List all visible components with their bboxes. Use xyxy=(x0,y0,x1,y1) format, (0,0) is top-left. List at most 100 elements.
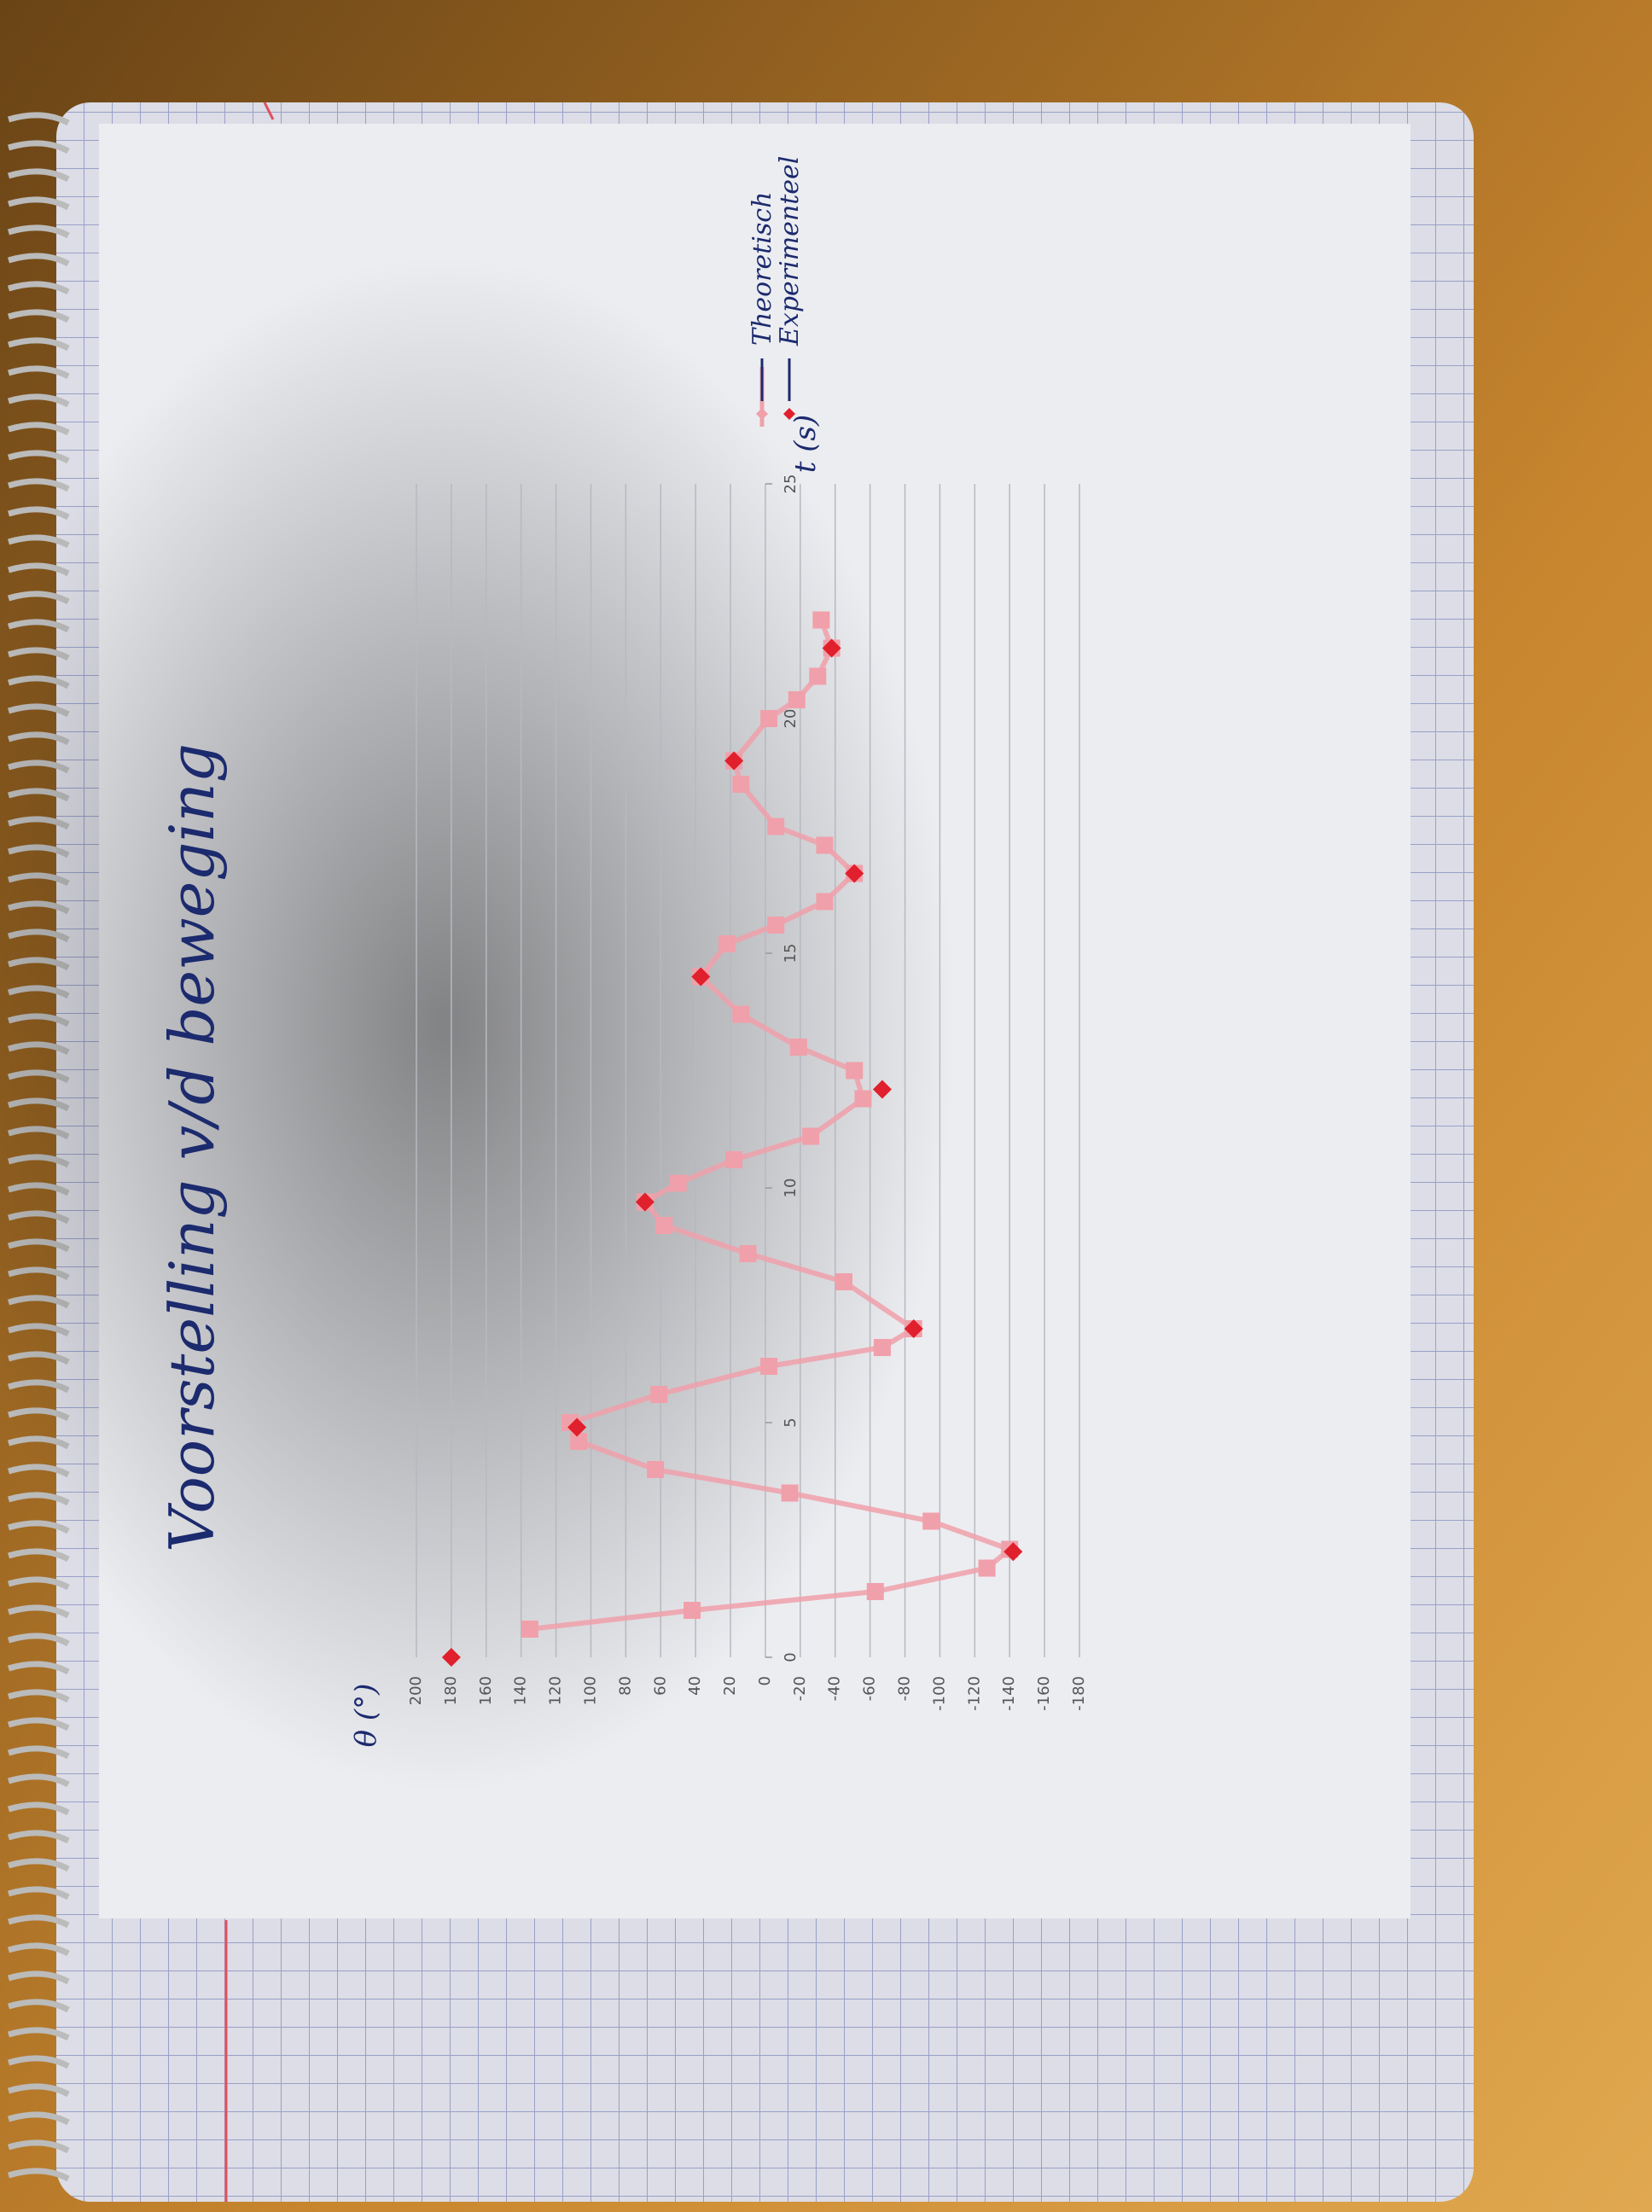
point xyxy=(441,1648,461,1667)
legend-label: Experimenteel xyxy=(775,156,805,346)
spiral-ring xyxy=(7,1689,70,1703)
point xyxy=(635,1192,654,1212)
point xyxy=(521,1621,538,1638)
x-tick-label: 5 xyxy=(782,1417,800,1427)
point xyxy=(845,864,864,883)
x-tick-label: 10 xyxy=(782,1179,800,1198)
spiral-ring xyxy=(7,1548,70,1563)
point xyxy=(725,1151,743,1168)
spiral-ring xyxy=(7,140,70,154)
spiral-ring xyxy=(7,1773,70,1788)
y-tick-label: 120 xyxy=(547,1676,565,1705)
point xyxy=(922,1512,940,1530)
y-tick-label: -20 xyxy=(791,1676,809,1701)
spiral-ring xyxy=(7,1802,70,1816)
spiral-ring xyxy=(7,1661,70,1675)
spiral-ring xyxy=(7,1830,70,1844)
point xyxy=(669,1174,687,1192)
spiral-ring xyxy=(7,1970,70,1985)
point xyxy=(788,691,806,708)
point xyxy=(816,893,834,911)
spiral-ring xyxy=(7,1999,70,2013)
point xyxy=(835,1273,852,1290)
point xyxy=(904,1319,923,1338)
spiral-ring xyxy=(7,2168,70,2182)
point xyxy=(789,1039,807,1056)
legend-label: Theoretisch xyxy=(747,192,777,346)
spiral-ring xyxy=(7,1942,70,1957)
y-tick-label: 180 xyxy=(442,1676,460,1705)
spiral-ring xyxy=(7,450,70,464)
spiral-ring xyxy=(7,1745,70,1760)
point xyxy=(732,1005,750,1023)
x-tick-label: 0 xyxy=(782,1652,800,1662)
point xyxy=(809,667,827,685)
point xyxy=(739,1245,757,1262)
point xyxy=(767,818,785,835)
point xyxy=(732,776,750,793)
chart: 200 180 160 140 120 100 80 60 40 20 0 -20 -40 -60 -80-… xyxy=(407,156,1088,1711)
spiral-ring xyxy=(7,1633,70,1647)
spiral-ring xyxy=(7,2139,70,2154)
point xyxy=(866,1583,884,1600)
spiral-ring xyxy=(7,112,70,126)
y-tick-label: 0 xyxy=(756,1676,774,1685)
point xyxy=(647,1461,665,1478)
y-tick-label: 160 xyxy=(477,1676,495,1705)
y-tick-label: 80 xyxy=(616,1676,634,1696)
spiral-ring xyxy=(7,393,70,408)
point xyxy=(1003,1542,1023,1562)
margin-mark xyxy=(263,102,275,120)
point xyxy=(846,1062,864,1080)
point xyxy=(767,917,785,934)
spiral-ring xyxy=(7,365,70,380)
y-axis-label: θ (°) xyxy=(349,1684,383,1748)
point xyxy=(816,836,834,854)
point xyxy=(718,935,736,952)
y-tick-label: -180 xyxy=(1070,1676,1088,1711)
spiral-ring xyxy=(7,1914,70,1929)
spiral-ring xyxy=(7,422,70,436)
spiral-ring xyxy=(7,1576,70,1591)
point xyxy=(691,967,711,987)
point xyxy=(873,1339,891,1356)
y-tick-label: -60 xyxy=(861,1676,879,1701)
chart-title: Voorstelling v/d beweging xyxy=(156,743,228,1552)
y-tick-label: 40 xyxy=(686,1676,704,1696)
point xyxy=(760,710,778,727)
y-tick-label: 200 xyxy=(407,1676,425,1705)
point xyxy=(781,1484,799,1502)
spiral-ring xyxy=(7,2027,70,2041)
y-tick-label: -140 xyxy=(1000,1676,1018,1711)
point xyxy=(822,638,841,658)
point xyxy=(724,751,744,771)
x-axis-label: t (s) xyxy=(788,415,823,473)
spiral-ring xyxy=(7,1886,70,1901)
y-tick-label: 60 xyxy=(651,1676,669,1696)
spiral-ring xyxy=(7,224,70,239)
y-tick-label: -120 xyxy=(965,1676,983,1711)
spiral-ring xyxy=(7,2111,70,2126)
spiral-ring xyxy=(7,1717,70,1732)
point xyxy=(683,1602,701,1619)
spiral-ring xyxy=(7,168,70,183)
y-tick-label: 100 xyxy=(581,1676,599,1705)
point xyxy=(854,1090,872,1108)
y-tick-label: -160 xyxy=(1035,1676,1053,1711)
x-tick-label: 25 xyxy=(782,474,800,494)
point xyxy=(812,611,830,629)
spiral-ring xyxy=(7,337,70,352)
point xyxy=(570,1433,588,1450)
x-tick-label: 15 xyxy=(782,944,800,963)
spiral-ring xyxy=(7,1604,70,1619)
point xyxy=(655,1217,673,1234)
spiral-ring xyxy=(7,2083,70,2098)
y-tick-label: 20 xyxy=(721,1676,739,1696)
legend-marker xyxy=(783,408,795,420)
y-tick-label: 140 xyxy=(512,1676,530,1705)
y-tick-label: -100 xyxy=(930,1676,948,1711)
x-tick-label: 20 xyxy=(782,709,800,729)
point xyxy=(760,1358,778,1375)
point xyxy=(978,1559,996,1577)
